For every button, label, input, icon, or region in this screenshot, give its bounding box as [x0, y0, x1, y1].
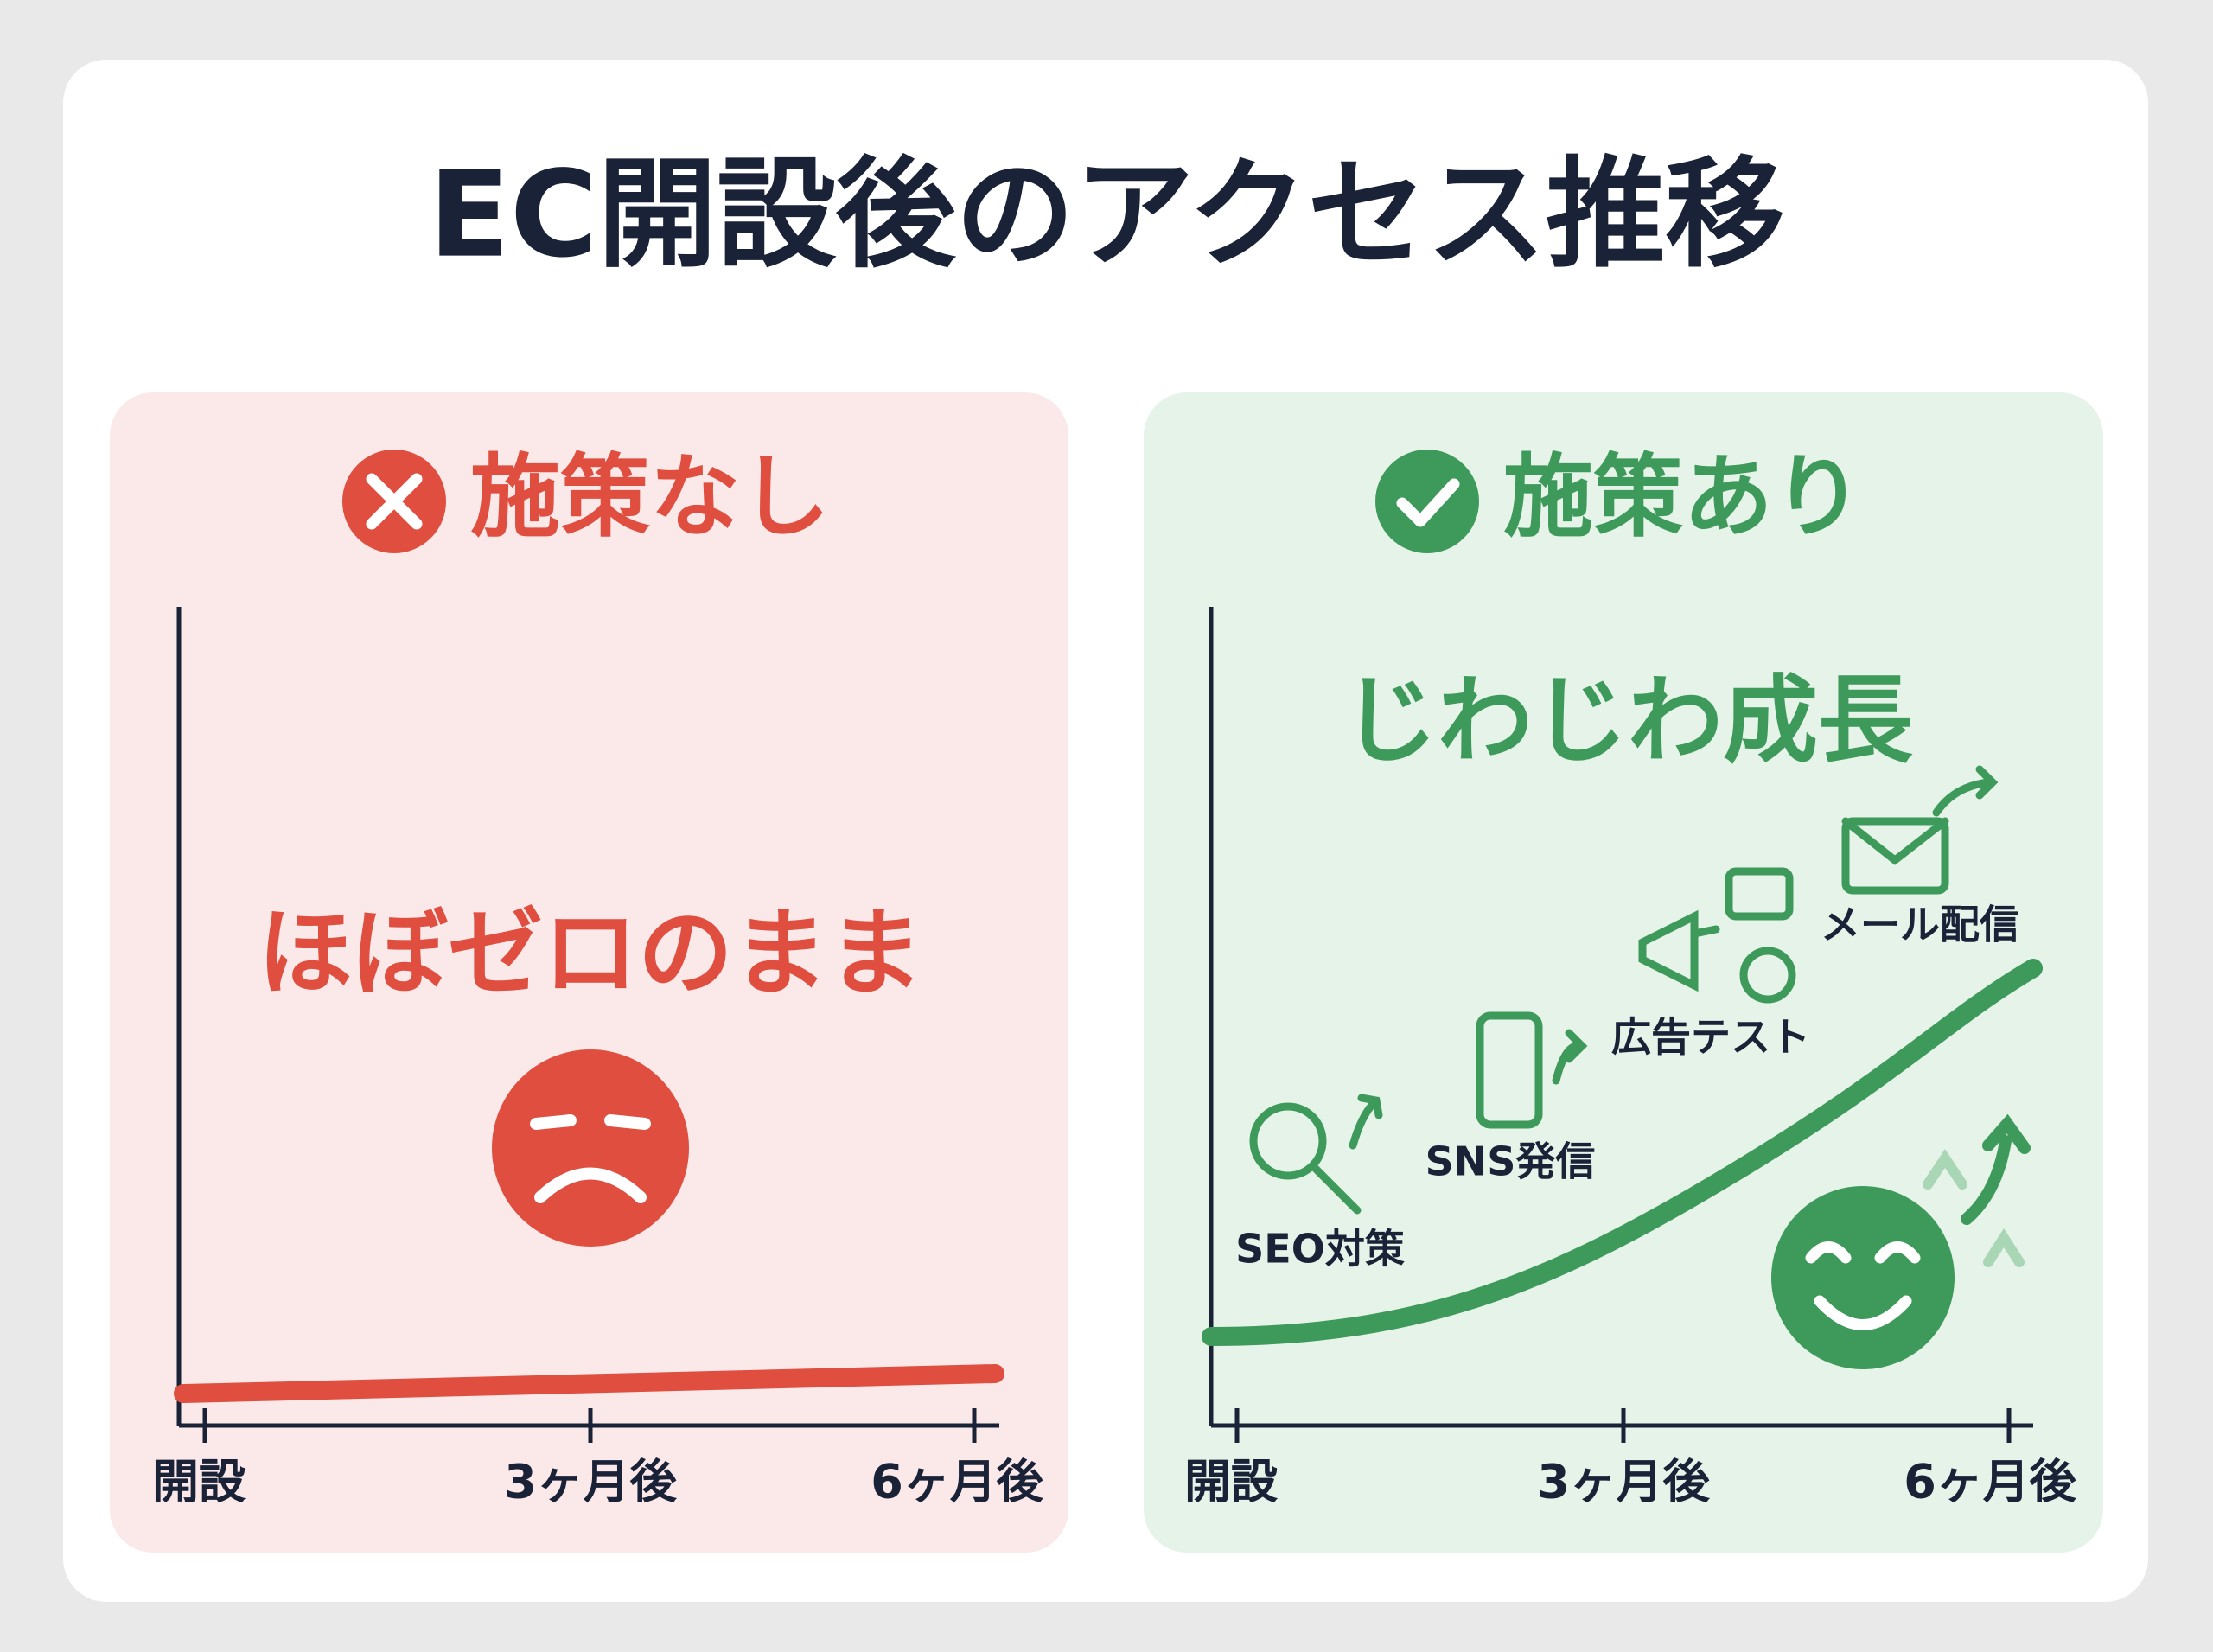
tactic-icons — [1249, 765, 1999, 1215]
tactic-label: 広告テスト — [1611, 1014, 1810, 1061]
x-label: 3ヶ月後 — [504, 1455, 678, 1509]
caption: じわじわ成長 — [1342, 665, 1913, 775]
tactic-label: SEO対策 — [1235, 1226, 1405, 1272]
panel-bad — [110, 392, 1068, 1553]
x-mark — [366, 473, 423, 530]
x-label: 開設 — [152, 1455, 246, 1509]
x-label: 3ヶ月後 — [1537, 1455, 1711, 1509]
x-label: 6ヶ月後 — [871, 1455, 1044, 1509]
check-icon — [1375, 450, 1479, 553]
ticks — [202, 1408, 977, 1443]
panel-good — [1144, 392, 2103, 1553]
tactic-label: SNS発信 — [1425, 1139, 1596, 1185]
title: EC開設後のアクセス推移 — [429, 145, 1785, 284]
tactic-label: メール配信 — [1821, 902, 2019, 948]
panel-heading: 施策なし — [470, 443, 830, 549]
ticks — [1234, 1408, 2012, 1443]
panel-heading: 施策あり — [1503, 443, 1863, 549]
trend-line — [1202, 959, 2043, 1346]
happy-face — [1771, 1113, 2031, 1369]
x-label: 6ヶ月後 — [1904, 1455, 2077, 1509]
x-label: 開設 — [1184, 1455, 1279, 1509]
sad-face — [492, 1049, 689, 1247]
check-mark — [1396, 478, 1460, 527]
caption: ほぼゼロのまま — [258, 897, 923, 1008]
trend-line — [174, 1364, 1004, 1403]
